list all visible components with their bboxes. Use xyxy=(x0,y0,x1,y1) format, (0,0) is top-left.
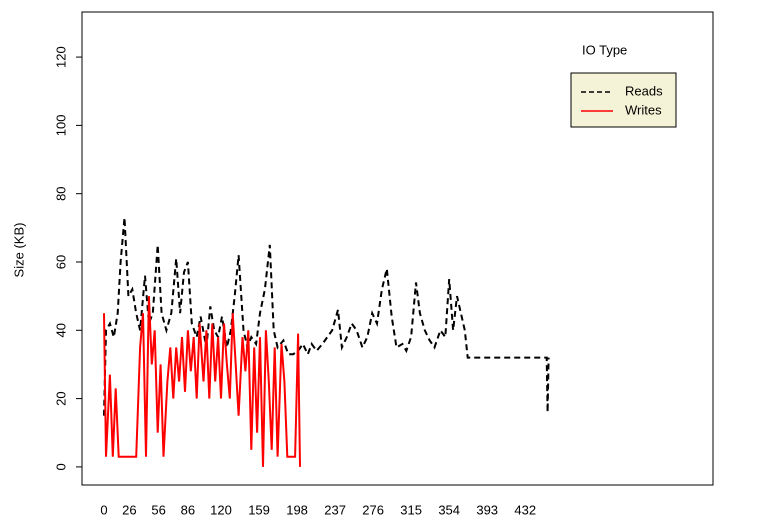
y-tick-label: 80 xyxy=(53,186,68,200)
legend-label: Writes xyxy=(625,102,662,117)
y-tick-label: 40 xyxy=(53,323,68,337)
legend-label: Reads xyxy=(625,83,663,98)
x-tick-label: 26 xyxy=(122,502,136,516)
x-tick-label: 0 xyxy=(100,502,107,516)
x-tick-label: 276 xyxy=(362,502,384,516)
x-tick-label: 354 xyxy=(438,502,460,516)
y-tick-label: 100 xyxy=(53,115,68,137)
x-tick-label: 432 xyxy=(514,502,536,516)
x-tick-label: 86 xyxy=(181,502,195,516)
x-tick-label: 198 xyxy=(286,502,308,516)
y-tick-label: 60 xyxy=(53,255,68,269)
x-tick-label: 315 xyxy=(400,502,422,516)
legend-title: IO Type xyxy=(582,42,627,57)
x-tick-label: 159 xyxy=(248,502,270,516)
x-tick-label: 120 xyxy=(210,502,232,516)
x-tick-label: 393 xyxy=(476,502,498,516)
y-tick-label: 20 xyxy=(53,391,68,405)
x-tick-label: 56 xyxy=(151,502,165,516)
series-line xyxy=(103,217,550,416)
plot-frame xyxy=(81,11,714,486)
y-tick-label: 0 xyxy=(53,463,68,470)
y-axis-label: Size (KB) xyxy=(11,223,26,278)
series-line xyxy=(103,296,301,467)
y-tick-label: 120 xyxy=(53,46,68,68)
x-tick-label: 237 xyxy=(324,502,346,516)
legend-box xyxy=(570,72,677,128)
